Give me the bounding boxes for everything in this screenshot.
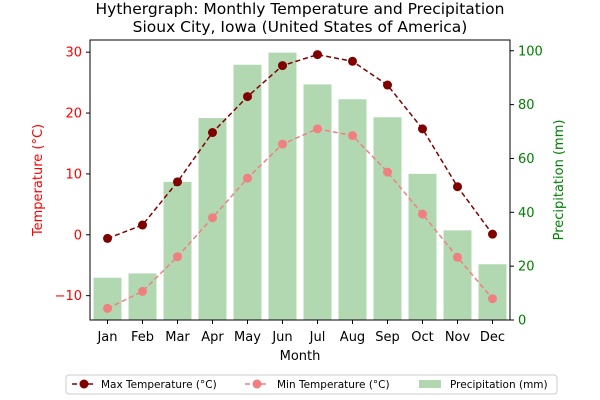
legend: Max Temperature (°C) Min Temperature (°C… xyxy=(65,374,558,395)
x-tick-label: Jul xyxy=(309,330,326,345)
min-temp-point-dec xyxy=(488,294,497,304)
min-temp-point-nov xyxy=(453,252,462,262)
legend-marker-max xyxy=(79,379,89,389)
precip-bar-may xyxy=(233,64,262,321)
precip-bar-sep xyxy=(373,117,402,321)
right-tick-label: 60 xyxy=(518,152,535,167)
x-tick-label: Dec xyxy=(480,330,505,345)
min-temp-point-jan xyxy=(103,303,112,313)
left-tick-label: 0 xyxy=(74,228,82,243)
right-tick-label: 100 xyxy=(518,44,543,59)
plot-frame xyxy=(89,39,511,321)
x-tick-label: Apr xyxy=(201,330,224,345)
x-tick-label: Aug xyxy=(340,330,365,345)
legend-label-min: Min Temperature (°C) xyxy=(277,379,390,391)
x-tick-label: Feb xyxy=(131,330,154,345)
chart-subtitle: Sioux City, Iowa (United States of Ameri… xyxy=(133,18,468,36)
left-tick-label: 30 xyxy=(65,46,82,61)
max-temp-point-oct xyxy=(418,124,427,134)
precip-bar-jun xyxy=(268,52,297,321)
x-tick-label: Oct xyxy=(411,330,433,345)
precip-bar-dec xyxy=(478,264,507,320)
precipitation-bars xyxy=(93,52,507,321)
temperature-lines xyxy=(103,50,497,313)
max-temp-point-sep xyxy=(383,80,392,90)
chart-title: Hythergraph: Monthly Temperature and Pre… xyxy=(96,0,505,18)
max-temp-point-apr xyxy=(208,128,217,138)
max-temp-point-nov xyxy=(453,182,462,192)
legend-swatch-precip xyxy=(419,380,441,388)
left-axis-ticks: −10 0 10 20 30 xyxy=(55,46,90,304)
min-temp-point-jun xyxy=(278,139,287,149)
right-tick-label: 80 xyxy=(518,98,535,113)
min-temp-point-apr xyxy=(208,213,217,223)
max-temp-point-mar xyxy=(173,177,182,187)
right-tick-label: 0 xyxy=(518,314,526,329)
min-temp-point-may xyxy=(243,173,252,183)
left-axis-label: Temperature (°C) xyxy=(31,124,46,237)
max-temp-point-dec xyxy=(488,229,497,239)
min-temp-point-aug xyxy=(348,131,357,141)
min-temp-point-mar xyxy=(173,252,182,262)
x-tick-label: Mar xyxy=(165,330,190,345)
x-tick-label: Jan xyxy=(96,330,117,345)
x-axis-label: Month xyxy=(280,349,321,364)
min-temp-point-sep xyxy=(383,167,392,177)
max-temp-point-jul xyxy=(313,50,322,60)
precip-bar-oct xyxy=(408,173,437,320)
max-temp-point-jun xyxy=(278,61,287,71)
max-temp-point-aug xyxy=(348,56,357,66)
x-axis-ticks: Jan Feb Mar Apr May Jun Jul Aug Sep Oct Nov Dec xyxy=(96,320,505,345)
left-tick-label: 20 xyxy=(65,107,82,122)
min-temp-point-oct xyxy=(418,209,427,219)
max-temp-line xyxy=(107,53,494,240)
right-tick-label: 40 xyxy=(518,206,535,221)
legend-label-precip: Precipitation (mm) xyxy=(450,379,548,391)
x-tick-label: Sep xyxy=(375,330,400,345)
x-tick-label: May xyxy=(234,330,261,345)
right-axis-label: Precipitation (mm) xyxy=(552,120,567,241)
x-tick-label: Jun xyxy=(271,330,292,345)
legend-label-max: Max Temperature (°C) xyxy=(101,379,217,391)
max-temp-point-jan xyxy=(103,233,112,243)
precip-bar-jan xyxy=(93,277,122,320)
right-axis-ticks: 0 20 40 60 80 100 xyxy=(510,44,543,329)
legend-box xyxy=(65,374,558,395)
min-temp-point-jul xyxy=(313,124,322,134)
precip-bar-nov xyxy=(443,230,472,320)
precip-bar-mar xyxy=(163,181,192,320)
left-tick-label: −10 xyxy=(55,289,82,304)
max-temp-point-may xyxy=(243,92,252,102)
left-tick-label: 10 xyxy=(65,167,82,182)
x-tick-label: Nov xyxy=(445,330,471,345)
right-tick-label: 20 xyxy=(518,260,535,275)
legend-marker-min xyxy=(252,379,262,389)
precip-bar-jul xyxy=(303,84,332,320)
max-temp-point-feb xyxy=(138,220,147,230)
min-temp-point-feb xyxy=(138,286,147,296)
